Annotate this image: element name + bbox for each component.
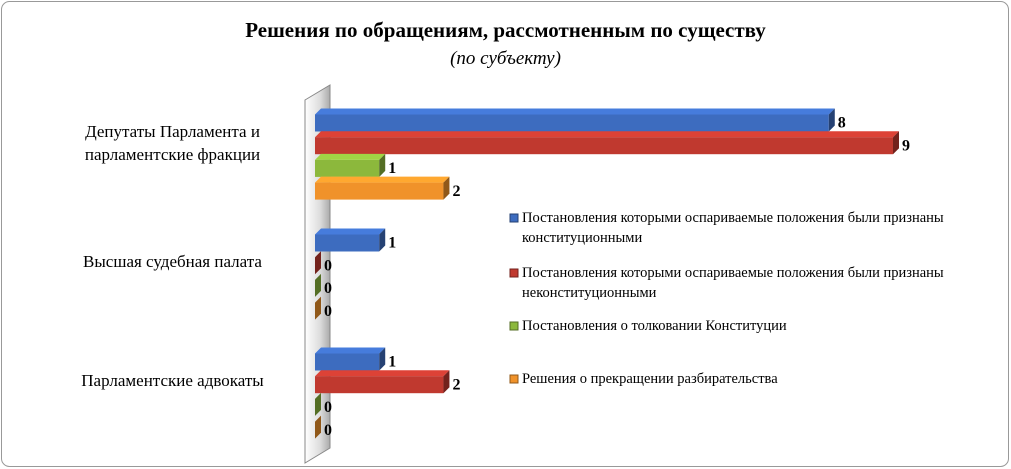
value-label: 1 [388, 354, 396, 371]
bar [315, 296, 321, 320]
bar [315, 415, 321, 439]
bar [315, 131, 899, 155]
legend-label: Решения о прекращении разбирательства [522, 371, 778, 387]
value-label: 0 [324, 280, 332, 297]
y-tick-label: Высшая судебная палата [83, 252, 262, 272]
legend-swatch [509, 268, 519, 278]
bar [315, 228, 386, 252]
value-label: 1 [388, 160, 396, 177]
value-label: 2 [452, 376, 460, 393]
legend-label: Постановления которыми оспариваемые поло… [522, 265, 944, 301]
bar [315, 273, 321, 297]
bar [315, 153, 386, 177]
legend-label: Постановления о толковании Конституции [522, 318, 787, 334]
value-label: 2 [452, 183, 460, 200]
bar [315, 251, 321, 275]
value-label: 0 [324, 422, 332, 439]
value-label: 0 [324, 399, 332, 416]
value-label: 0 [324, 257, 332, 274]
legend-swatch [509, 213, 519, 223]
legend-swatch [509, 374, 519, 384]
value-label: 1 [388, 235, 396, 252]
value-label: 0 [324, 303, 332, 320]
bar [315, 108, 835, 132]
bar [315, 370, 450, 394]
chart-title: Решения по обращениям, рассмотненным по … [245, 18, 766, 42]
legend-label: Постановления которыми оспариваемые поло… [522, 210, 944, 246]
bar [315, 392, 321, 416]
value-label: 8 [838, 115, 846, 132]
bar [315, 347, 386, 371]
legend-swatch [509, 321, 519, 331]
chart-subtitle: (по субъекту) [450, 48, 561, 69]
value-label: 9 [902, 137, 910, 154]
y-tick-label: Депутаты Парламента и парламентские фрак… [84, 122, 261, 165]
y-tick-label: Парламентские адвокаты [81, 371, 264, 391]
bar [315, 176, 450, 200]
